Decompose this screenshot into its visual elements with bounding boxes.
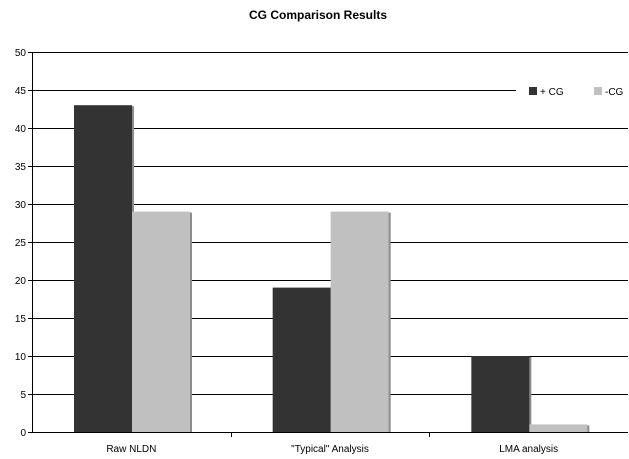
- legend-swatch-1: [594, 87, 602, 95]
- bar-cg-1: [273, 288, 331, 432]
- y-tick-label-25: 25: [15, 238, 27, 249]
- bar-cg-2: [529, 424, 587, 432]
- legend-label-0: + CG: [540, 87, 564, 98]
- y-tick-label-35: 35: [15, 162, 27, 173]
- chart-title: CG Comparison Results: [249, 8, 387, 22]
- bar-cg-1: [331, 212, 389, 432]
- bar-cg-0: [132, 212, 190, 432]
- y-tick-label-50: 50: [15, 48, 27, 59]
- bar-cg-2: [471, 356, 529, 432]
- bar-cg-0: [74, 105, 132, 432]
- y-tick-label-30: 30: [15, 200, 27, 211]
- legend: + CG -CG: [516, 80, 628, 102]
- y-tick-label-0: 0: [20, 428, 26, 439]
- bars: [74, 105, 589, 432]
- legend-label-1: -CG: [605, 87, 624, 98]
- y-tick-label-40: 40: [15, 124, 27, 135]
- y-tick-label-45: 45: [15, 86, 27, 97]
- y-tick-label-15: 15: [15, 314, 27, 325]
- legend-swatch-0: [529, 87, 537, 95]
- x-tick-label-0: Raw NLDN: [106, 444, 156, 455]
- y-tick-label-5: 5: [20, 390, 26, 401]
- y-tick-label-10: 10: [15, 352, 27, 363]
- y-tick-label-20: 20: [15, 276, 27, 287]
- x-tick-label-2: LMA analysis: [499, 444, 558, 455]
- x-tick-label-1: "Typical" Analysis: [291, 444, 369, 455]
